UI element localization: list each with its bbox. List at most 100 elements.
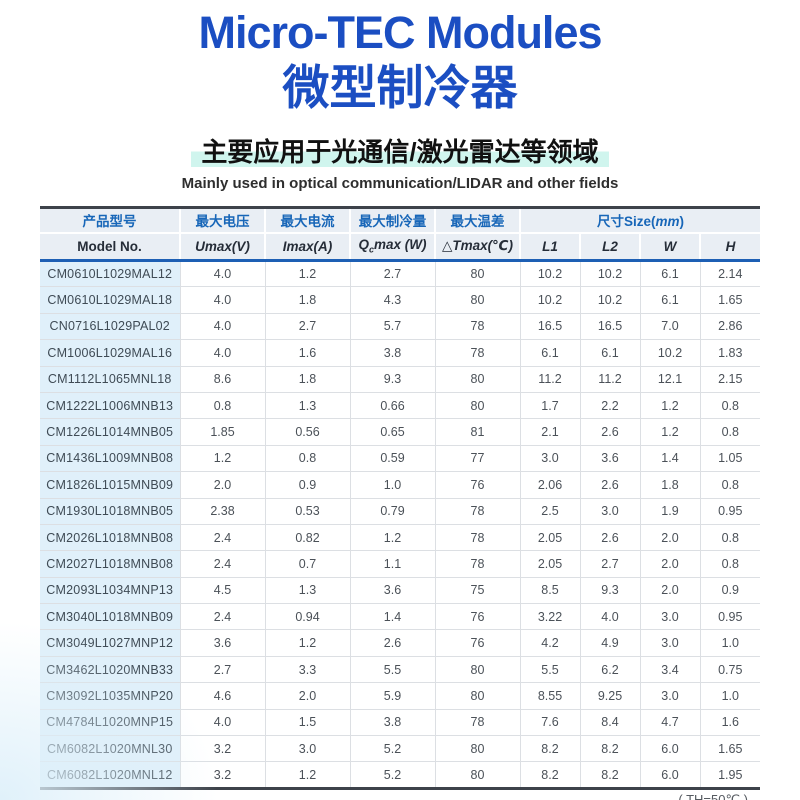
value-cell: 0.8 [264, 444, 350, 472]
value-cell: 75 [434, 576, 520, 604]
value-cell: 2.4 [179, 523, 265, 551]
table-row: CM2027L1018MNB08 2.4 0.7 1.1 78 2.05 2.7 2.0 0.8 [40, 550, 761, 578]
model-cell: CM1436L1009MNB08 [40, 444, 180, 472]
value-cell: 80 [434, 761, 520, 789]
value-cell: 9.25 [579, 682, 640, 710]
value-cell: 4.0 [579, 603, 640, 630]
value-cell: 2.05 [519, 550, 580, 578]
value-cell: 1.6 [264, 339, 350, 367]
header-qcmax-en: Qcmax (W) [349, 232, 435, 262]
value-cell: 1.3 [264, 576, 350, 604]
model-cell: CM3040L1018MNB09 [40, 603, 180, 630]
value-cell: 2.0 [179, 471, 265, 499]
model-cell: CN0716L1029PAL02 [40, 312, 180, 340]
table-row: CM1006L1029MAL16 4.0 1.6 3.8 78 6.1 6.1 10.2 1.8… [40, 339, 761, 367]
value-cell: 8.6 [179, 365, 265, 393]
value-cell: 2.2 [579, 391, 640, 419]
value-cell: 11.2 [579, 365, 640, 393]
header-imax-en: Imax(A) [264, 232, 350, 262]
model-cell: CM1112L1065MNL18 [40, 365, 180, 393]
header-size-zh: 尺寸Size(mm) [518, 207, 761, 234]
value-cell: 8.2 [519, 761, 580, 789]
value-cell: 1.2 [264, 761, 350, 789]
table-row: CM6082L1020MNL30 3.2 3.0 5.2 80 8.2 8.2 6.0 1.65 [40, 735, 761, 762]
value-cell: 3.6 [579, 444, 640, 472]
value-cell: 80 [434, 655, 520, 683]
value-cell: 4.9 [579, 629, 640, 657]
header-w: W [639, 232, 700, 262]
table-row: CM1222L1006MNB13 0.8 1.3 0.66 80 1.7 2.2 1.2 0.8 [40, 391, 761, 419]
footnote-th-condition: ( TH=50℃ ) [678, 792, 748, 800]
value-cell: 1.5 [264, 708, 350, 736]
value-cell: 4.6 [179, 682, 265, 710]
value-cell: 3.0 [639, 629, 700, 657]
header-row-en: Model No. Umax(V) Imax(A) Qcmax (W) △Tma… [40, 232, 761, 262]
value-cell: 2.5 [519, 497, 580, 525]
value-cell: 16.5 [519, 312, 580, 340]
value-cell: 80 [434, 735, 520, 762]
value-cell: 2.7 [264, 312, 350, 340]
value-cell: 76 [434, 603, 520, 630]
model-cell: CM3462L1020MNB33 [40, 655, 180, 683]
value-cell: 3.8 [349, 339, 435, 367]
value-cell: 2.6 [579, 471, 640, 499]
model-cell: CM2026L1018MNB08 [40, 523, 180, 551]
value-cell: 3.6 [179, 629, 265, 657]
value-cell: 5.5 [349, 655, 435, 683]
model-cell: CM1222L1006MNB13 [40, 391, 180, 419]
value-cell: 1.2 [179, 444, 265, 472]
table-row: CM1930L1018MNB05 2.38 0.53 0.79 78 2.5 3.0 1.9 0… [40, 497, 761, 525]
value-cell: 6.1 [519, 339, 580, 367]
value-cell: 8.2 [519, 735, 580, 762]
table-row: CM1826L1015MNB09 2.0 0.9 1.0 76 2.06 2.6 1.8 0.8 [40, 471, 761, 499]
model-cell: CM1826L1015MNB09 [40, 471, 180, 499]
header-size-pre: 尺寸Size( [597, 214, 656, 230]
page-title-zh: 微型制冷器 [282, 61, 518, 114]
value-cell: 80 [434, 286, 520, 314]
subtitle-zh: 主要应用于光通信/激光雷达等领域 [0, 136, 800, 169]
header-umax-en: Umax(V) [179, 232, 265, 262]
value-cell: 1.0 [699, 682, 761, 710]
value-cell: 1.7 [519, 391, 580, 419]
value-cell: 76 [434, 629, 520, 657]
value-cell: 2.6 [579, 418, 640, 446]
value-cell: 10.2 [519, 260, 580, 287]
value-cell: 0.82 [264, 523, 350, 551]
value-cell: 3.3 [264, 655, 350, 683]
value-cell: 4.0 [179, 312, 265, 340]
value-cell: 4.0 [179, 339, 265, 367]
model-cell: CM0610L1029MAL18 [40, 286, 180, 314]
value-cell: 2.0 [264, 682, 350, 710]
table-row: CN0716L1029PAL02 4.0 2.7 5.7 78 16.5 16.5 7.0 2.… [40, 312, 761, 340]
model-cell: CM6082L1020MNL12 [40, 761, 180, 789]
value-cell: 4.5 [179, 576, 265, 604]
value-cell: 4.0 [179, 286, 265, 314]
value-cell: 0.65 [349, 418, 435, 446]
table-row: CM3040L1018MNB09 2.4 0.94 1.4 76 3.22 4.0 3.0 0.… [40, 603, 761, 630]
value-cell: 76 [434, 471, 520, 499]
table-row: CM6082L1020MNL12 3.2 1.2 5.2 80 8.2 8.2 6.0 1.95 [40, 761, 761, 789]
value-cell: 9.3 [349, 365, 435, 393]
value-cell: 2.7 [579, 550, 640, 578]
value-cell: 8.4 [579, 708, 640, 736]
value-cell: 8.2 [579, 735, 640, 762]
header-model-en: Model No. [40, 232, 180, 262]
value-cell: 3.2 [179, 735, 265, 762]
subtitle-en: Mainly used in optical communication/LID… [181, 175, 619, 192]
value-cell: 6.1 [639, 286, 700, 314]
value-cell: 4.3 [349, 286, 435, 314]
header-size-mm: mm [655, 214, 680, 230]
value-cell: 0.66 [349, 391, 435, 419]
value-cell: 2.6 [349, 629, 435, 657]
header-h: H [698, 232, 761, 262]
value-cell: 0.79 [349, 497, 435, 525]
header-row-zh: 产品型号 最大电压 最大电流 最大制冷量 最大温差 尺寸Size(mm) [40, 207, 761, 234]
value-cell: 78 [434, 312, 520, 340]
value-cell: 2.6 [579, 523, 640, 551]
value-cell: 10.2 [639, 339, 700, 367]
value-cell: 1.1 [349, 550, 435, 578]
value-cell: 1.2 [264, 629, 350, 657]
value-cell: 6.0 [639, 761, 700, 789]
table-header: 产品型号 最大电压 最大电流 最大制冷量 最大温差 尺寸Size(mm) Mod… [40, 207, 761, 262]
value-cell: 0.8 [699, 523, 761, 551]
